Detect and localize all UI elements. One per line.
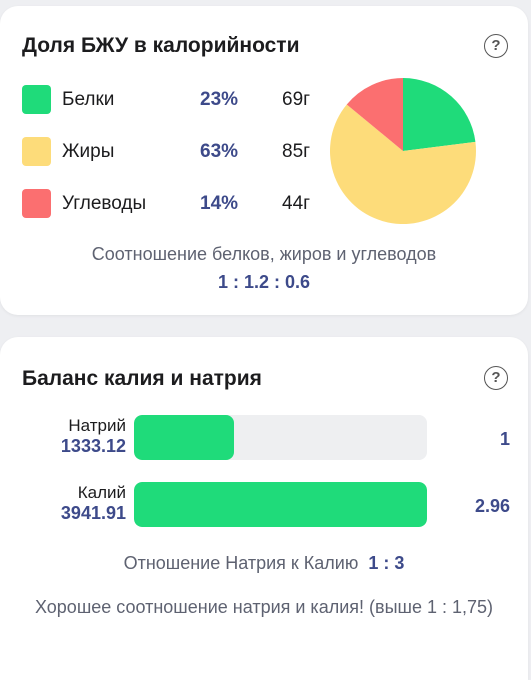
- macro-share-card: Доля БЖУ в калорийности ? Белки 23% 69г …: [0, 6, 528, 315]
- pie-slice-fat: [330, 104, 476, 224]
- bar-name: Натрий: [68, 416, 126, 435]
- legend-item-carbs: Углеводы 14% 44г: [22, 189, 332, 219]
- legend-grams: 85г: [282, 141, 311, 162]
- potassium-label: Калий 3941.91: [30, 483, 126, 523]
- legend-item-fat: Жиры 63% 85г: [22, 137, 332, 167]
- bar-value: 3941.91: [60, 503, 126, 523]
- potassium-sodium-card: Баланс калия и натрия ? Натрий 1333.12 1…: [0, 337, 528, 680]
- potassium-ratio: 2.96: [474, 496, 510, 516]
- potassium-bar-fill: [134, 482, 427, 527]
- legend-grams: 69г: [282, 89, 311, 110]
- question-circle-icon[interactable]: ?: [484, 34, 508, 58]
- protein-swatch: [22, 85, 51, 114]
- legend-name: Углеводы: [62, 193, 147, 214]
- legend-grams: 44г: [282, 193, 311, 214]
- kna-card-title: Баланс калия и натрия: [22, 367, 262, 390]
- macro-ratio-caption: Соотношение белков, жиров и углеводов: [91, 244, 437, 264]
- legend-percent: 23%: [200, 89, 239, 110]
- sodium-label: Натрий 1333.12: [30, 416, 126, 456]
- legend-item-protein: Белки 23% 69г: [22, 85, 332, 115]
- legend-name: Белки: [62, 89, 115, 110]
- sodium-bar-fill: [134, 415, 234, 460]
- kna-ratio-caption: Отношение Натрия к Калию: [123, 553, 359, 573]
- bar-name: Калий: [77, 483, 126, 502]
- pie-slice-protein: [403, 78, 476, 151]
- pie-slice-carbs: [346, 78, 403, 151]
- macro-card-title: Доля БЖУ в калорийности: [22, 34, 300, 57]
- legend-percent: 63%: [200, 141, 239, 162]
- fat-swatch: [22, 137, 51, 166]
- carbs-swatch: [22, 189, 51, 218]
- sodium-ratio: 1: [499, 429, 510, 449]
- kna-ratio-value: 1 : 3: [368, 553, 405, 573]
- bar-value: 1333.12: [60, 436, 126, 456]
- macro-pie-chart: [330, 78, 476, 224]
- potassium-bar-track: [134, 482, 427, 527]
- macro-ratio-value: 1 : 1.2 : 0.6: [217, 272, 311, 292]
- sodium-bar-track: [134, 415, 427, 460]
- question-circle-icon[interactable]: ?: [484, 366, 508, 390]
- kna-note: Хорошее соотношение натрия и калия! (выш…: [34, 597, 494, 617]
- kna-ratio-line: Отношение Натрия к Калию 1 : 3: [0, 553, 528, 574]
- legend-percent: 14%: [200, 193, 239, 214]
- legend-name: Жиры: [62, 141, 115, 162]
